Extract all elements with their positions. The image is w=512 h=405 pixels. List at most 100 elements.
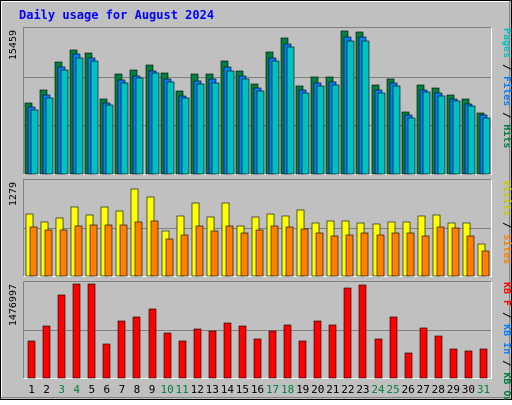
legend-entry: Sites <box>501 234 512 264</box>
panel-top-legend: Pages / Files / Hits <box>501 28 512 148</box>
bar-kb-f-day-16 <box>253 338 262 379</box>
panel-middle: 1279 Visits / Sites <box>8 179 512 277</box>
bar-kb-f-day-14 <box>223 322 232 379</box>
chart-title: Daily usage for August 2024 <box>19 8 214 22</box>
bar-sites-day-26 <box>406 232 415 277</box>
bar-kb-f-day-3 <box>57 294 66 379</box>
x-tick-label: 4 <box>73 383 80 396</box>
bar-sites-day-10 <box>165 238 174 277</box>
x-tick-label: 9 <box>149 383 156 396</box>
x-tick-label: 1 <box>28 383 35 396</box>
bar-sites-day-21 <box>330 235 339 277</box>
bar-kb-f-day-19 <box>298 340 307 379</box>
bar-sites-day-5 <box>89 224 98 277</box>
legend-entry: Hits <box>501 124 512 148</box>
bar-sites-day-25 <box>391 232 400 277</box>
bar-sites-day-7 <box>119 224 128 277</box>
bar-pages-day-1 <box>30 109 39 175</box>
x-tick-label: 15 <box>236 383 249 396</box>
bar-kb-f-day-4 <box>72 283 81 379</box>
bar-sites-day-12 <box>195 225 204 277</box>
bar-pages-day-15 <box>241 78 250 175</box>
bar-sites-day-11 <box>180 234 189 277</box>
panel-bottom-legend: KB F / KB In / KB Out <box>501 282 512 400</box>
bar-kb-f-day-9 <box>148 308 157 379</box>
bar-kb-f-day-12 <box>193 328 202 379</box>
bar-sites-day-20 <box>315 232 324 277</box>
bar-pages-day-27 <box>422 91 431 175</box>
bar-sites-day-4 <box>74 225 83 277</box>
legend-entry: Pages <box>501 28 512 58</box>
x-tick-label: 5 <box>88 383 95 396</box>
x-tick-label: 30 <box>462 383 475 396</box>
bar-sites-day-9 <box>150 220 159 277</box>
x-tick-label: 17 <box>266 383 279 396</box>
bar-sites-day-6 <box>104 224 113 277</box>
bar-kb-f-day-26 <box>404 352 413 379</box>
x-axis: 1 2 3 4 5 6 7 8 9 10 11 12 13 14 15 16 17 18 19 20 21 22 23 24 2… <box>28 383 490 396</box>
legend-entry: / <box>501 306 512 324</box>
bar-pages-day-16 <box>256 90 265 175</box>
x-tick-label: 8 <box>134 383 141 396</box>
bar-kb-f-day-7 <box>117 320 126 379</box>
x-tick-label: 3 <box>58 383 65 396</box>
bar-kb-f-day-15 <box>238 325 247 379</box>
legend-entry: / <box>501 216 512 234</box>
bar-sites-day-18 <box>285 226 294 277</box>
bar-pages-day-23 <box>361 40 370 175</box>
bar-pages-day-12 <box>196 83 205 175</box>
bar-pages-day-25 <box>392 85 401 175</box>
legend-entry: / <box>501 354 512 372</box>
x-tick-label: 28 <box>432 383 445 396</box>
legend-entry: KB Out <box>501 372 512 400</box>
bar-kb-f-day-5 <box>87 283 96 379</box>
bar-kb-f-day-13 <box>208 330 217 379</box>
bar-pages-day-13 <box>211 82 220 175</box>
bar-sites-day-27 <box>421 235 430 277</box>
bar-pages-day-5 <box>90 60 99 175</box>
bar-pages-day-21 <box>331 84 340 175</box>
bar-sites-day-28 <box>436 226 445 277</box>
panels-layer: 15 45 9 Pages / Files / Hits 1279 Visits / Si… <box>8 27 512 405</box>
x-tick-label: 25 <box>386 383 399 396</box>
bar-kb-f-day-2 <box>42 325 51 379</box>
bar-pages-day-29 <box>452 100 461 175</box>
bar-sites-day-2 <box>44 229 53 277</box>
x-tick-label: 2 <box>43 383 50 396</box>
bar-pages-day-2 <box>45 97 54 175</box>
legend-entry: KB In <box>501 324 512 354</box>
bar-pages-day-6 <box>105 104 114 175</box>
bar-kb-f-day-10 <box>163 332 172 379</box>
bar-sites-day-15 <box>240 232 249 277</box>
bar-pages-day-20 <box>316 85 325 175</box>
bar-pages-day-19 <box>301 92 310 175</box>
bar-kb-f-day-23 <box>358 284 367 379</box>
bar-kb-f-day-20 <box>313 320 322 379</box>
bar-pages-day-10 <box>166 81 175 175</box>
bar-sites-day-19 <box>300 228 309 277</box>
bar-sites-day-22 <box>345 234 354 277</box>
bar-pages-day-4 <box>75 57 84 175</box>
legend-entry: Files <box>501 76 512 106</box>
bar-sites-day-24 <box>376 234 385 277</box>
x-tick-label: 29 <box>447 383 460 396</box>
bar-sites-day-29 <box>451 227 460 277</box>
x-tick-label: 11 <box>176 383 189 396</box>
bar-pages-day-22 <box>346 40 355 175</box>
bar-sites-day-3 <box>59 229 68 277</box>
x-tick-label: 26 <box>402 383 415 396</box>
legend-entry: Visits <box>501 180 512 216</box>
bar-pages-day-26 <box>407 117 416 175</box>
bar-kb-f-day-8 <box>132 316 141 379</box>
bar-pages-day-14 <box>226 70 235 175</box>
bar-sites-day-31 <box>481 250 490 277</box>
bar-kb-f-day-29 <box>449 348 458 379</box>
bar-sites-day-17 <box>270 225 279 277</box>
bar-kb-f-day-25 <box>389 316 398 379</box>
bar-kb-f-day-17 <box>268 330 277 379</box>
panel-middle-legend: Visits / Sites <box>501 180 512 264</box>
bar-kb-f-day-6 <box>102 343 111 379</box>
x-tick-label: 22 <box>341 383 354 396</box>
bar-sites-day-30 <box>466 235 475 277</box>
bar-pages-day-9 <box>151 72 160 175</box>
